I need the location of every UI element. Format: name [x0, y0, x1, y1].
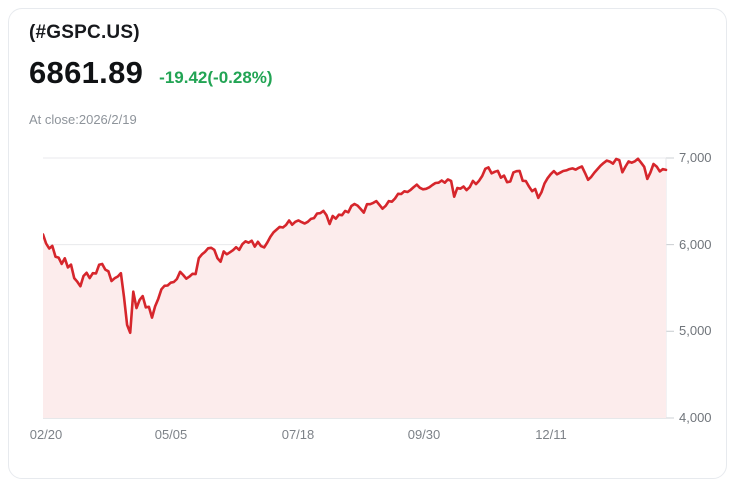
y-axis-tick-label: 4,000: [679, 410, 712, 425]
price-row: 6861.89 -19.42(-0.28%): [29, 55, 273, 91]
price-line: [43, 157, 668, 335]
x-axis-tick-label: 12/11: [535, 427, 567, 442]
x-axis-tick-label: 07/18: [281, 427, 315, 442]
x-axis-tick-label: 02/20: [29, 427, 63, 442]
x-axis-tick-label: 09/30: [407, 427, 441, 442]
y-axis-tick-label: 7,000: [679, 150, 712, 165]
symbol-title: (#GSPC.US): [29, 22, 140, 43]
as-of-label: At close:2026/2/19: [29, 112, 137, 127]
x-axis-tick-label: 05/05: [154, 427, 188, 442]
y-axis-tick-label: 5,000: [679, 323, 712, 338]
area-fill: [43, 158, 666, 419]
y-axis-tick-label: 6,000: [679, 237, 712, 252]
last-price: 6861.89: [29, 55, 144, 90]
price-change: -19.42(-0.28%): [159, 68, 273, 87]
price-area-series: [43, 157, 674, 419]
quote-card: (#GSPC.US) 6861.89 -19.42(-0.28%) At clo…: [8, 8, 727, 479]
price-chart[interactable]: 7,000 6,000 5,000 4,000 02/20 05/05 07/1…: [30, 146, 727, 451]
